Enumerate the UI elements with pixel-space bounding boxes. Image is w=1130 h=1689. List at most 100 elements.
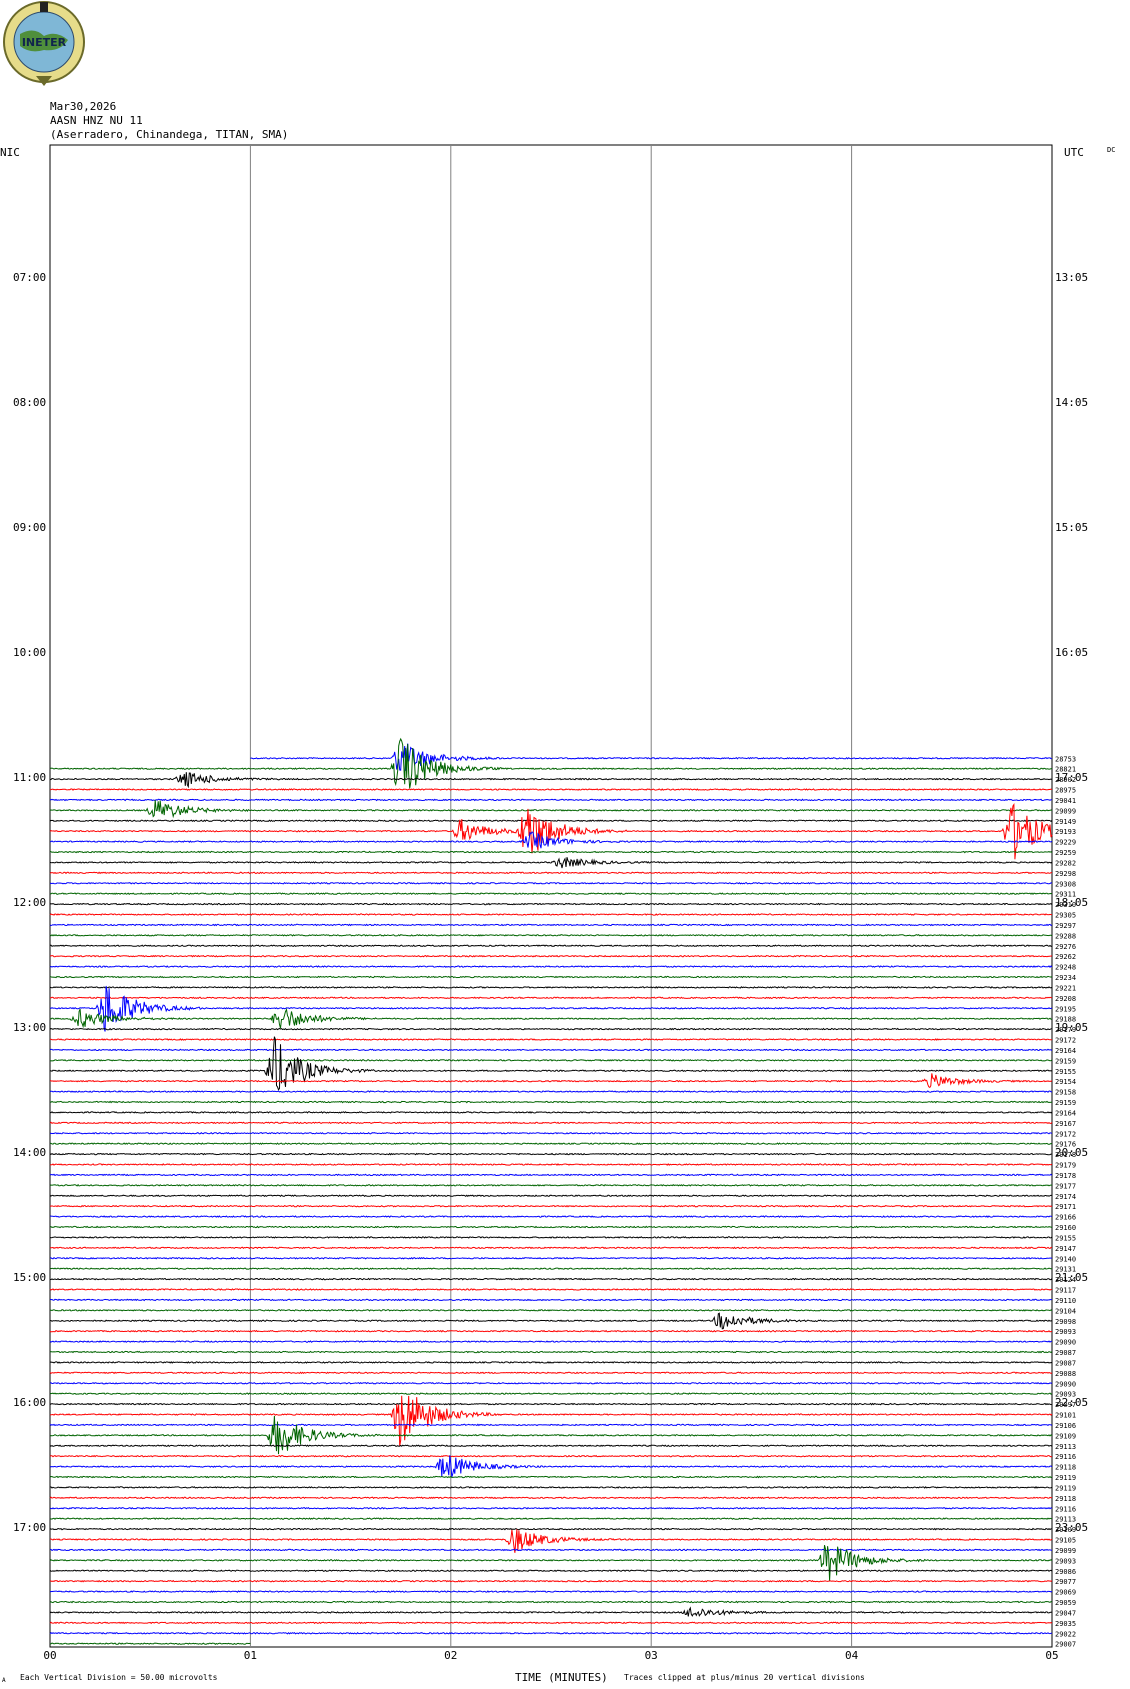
right-time-label: 16:05 bbox=[1055, 646, 1088, 659]
trace-count-label: 28902 bbox=[1055, 776, 1076, 784]
trace-count-label: 29155 bbox=[1055, 1234, 1076, 1242]
trace-count-label: 29119 bbox=[1055, 1474, 1076, 1482]
trace-count-label: 29106 bbox=[1055, 1422, 1076, 1430]
seismic-trace bbox=[49, 1111, 1053, 1114]
seismic-trace bbox=[49, 871, 1052, 875]
seismic-trace bbox=[49, 1173, 1053, 1177]
trace-count-label: 28753 bbox=[1055, 755, 1076, 763]
seismic-trace bbox=[49, 965, 1053, 968]
seismic-trace bbox=[49, 1517, 1052, 1521]
trace-count-label: 29171 bbox=[1055, 1203, 1076, 1211]
seismic-trace bbox=[49, 1036, 1053, 1091]
trace-count-label: 29310 bbox=[1055, 901, 1076, 909]
left-time-label: 10:00 bbox=[13, 646, 46, 659]
trace-count-label: 29090 bbox=[1055, 1380, 1076, 1388]
seismic-trace bbox=[49, 788, 1053, 791]
trace-count-label: 29147 bbox=[1055, 1245, 1076, 1253]
seismic-trace bbox=[49, 1506, 1053, 1510]
trace-count-label: 29116 bbox=[1055, 1453, 1076, 1461]
right-timezone: UTC bbox=[1064, 146, 1084, 159]
trace-count-label: 29172 bbox=[1055, 1130, 1076, 1138]
x-tick-label: 02 bbox=[444, 1649, 457, 1662]
seismic-trace bbox=[49, 1215, 1053, 1218]
seismic-trace bbox=[49, 1236, 1053, 1239]
seismic-trace bbox=[49, 1548, 1053, 1552]
trace-count-label: 29167 bbox=[1055, 1120, 1076, 1128]
trace-count-label: 29164 bbox=[1055, 1109, 1076, 1117]
trace-count-label: 29118 bbox=[1055, 1464, 1076, 1472]
left-time-label: 09:00 bbox=[13, 521, 46, 534]
seismic-trace bbox=[49, 1090, 1053, 1093]
trace-count-label: 28975 bbox=[1055, 787, 1076, 795]
trace-count-label: 29305 bbox=[1055, 912, 1076, 920]
seismic-trace bbox=[49, 923, 1053, 927]
trace-count-label: 29116 bbox=[1055, 1505, 1076, 1513]
plot-border bbox=[49, 144, 1053, 1648]
left-time-label: 12:00 bbox=[13, 896, 46, 909]
seismic-trace bbox=[49, 986, 1053, 989]
seismic-trace bbox=[49, 1415, 1053, 1455]
seismic-trace bbox=[49, 1350, 1053, 1354]
right-time-label: 17:05 bbox=[1055, 771, 1088, 784]
seismic-trace bbox=[49, 975, 1053, 979]
plot-station: AASN HNZ NU 11 bbox=[50, 114, 143, 127]
trace-count-label: 29104 bbox=[1055, 1307, 1076, 1315]
trace-count-label: 29259 bbox=[1055, 849, 1076, 857]
right-time-label: 13:05 bbox=[1055, 271, 1088, 284]
scale-note: Each Vertical Division = 50.00 microvolt… bbox=[20, 1673, 218, 1682]
seismic-trace bbox=[49, 772, 1053, 789]
left-timezone: NIC bbox=[0, 146, 20, 159]
seismic-trace bbox=[49, 881, 1053, 885]
seismic-trace bbox=[49, 1183, 1053, 1187]
left-time-label: 14:00 bbox=[13, 1146, 46, 1159]
trace-count-label: 29166 bbox=[1055, 1214, 1076, 1222]
dc-flag: DC bbox=[1107, 146, 1115, 154]
trace-count-label: 28821 bbox=[1055, 766, 1076, 774]
trace-count-label: 29093 bbox=[1055, 1557, 1076, 1565]
seismic-trace bbox=[49, 1402, 1053, 1406]
seismic-trace bbox=[49, 1392, 1053, 1395]
trace-count-label: 29035 bbox=[1055, 1620, 1076, 1628]
seismic-trace bbox=[49, 1340, 1053, 1343]
trace-count-label: 29282 bbox=[1055, 859, 1076, 867]
seismic-trace bbox=[49, 1444, 1053, 1448]
seismic-trace bbox=[49, 798, 1053, 802]
trace-count-label: 29097 bbox=[1055, 1401, 1076, 1409]
seismic-trace bbox=[49, 1590, 1053, 1593]
seismic-trace bbox=[49, 1048, 1053, 1052]
trace-count-label: 29077 bbox=[1055, 1578, 1076, 1586]
trace-count-label: 29117 bbox=[1055, 1287, 1076, 1295]
seismic-trace bbox=[49, 944, 1053, 948]
seismic-trace bbox=[49, 819, 1053, 823]
trace-count-label: 29022 bbox=[1055, 1630, 1076, 1638]
seismic-trace bbox=[49, 850, 1053, 854]
seismic-trace bbox=[49, 1621, 1053, 1625]
seismic-trace bbox=[49, 800, 1053, 819]
plot-labels: 00 01 02 03 04 05 07:00 13:05 08:00 14:05 09:00 15:… bbox=[0, 146, 1115, 1684]
seismic-trace bbox=[49, 1100, 1053, 1104]
seismic-trace bbox=[49, 1544, 1053, 1581]
seismic-trace bbox=[49, 934, 1053, 937]
seismic-trace bbox=[49, 737, 1053, 789]
seismic-trace bbox=[50, 1073, 1053, 1089]
seismic-trace bbox=[50, 996, 1053, 1000]
trace-count-label: 29110 bbox=[1055, 1297, 1076, 1305]
seismic-trace bbox=[49, 1246, 1053, 1250]
trace-count-label: 29172 bbox=[1055, 1037, 1076, 1045]
x-tick-label: 05 bbox=[1045, 1649, 1058, 1662]
trace-count-label: 29093 bbox=[1055, 1328, 1076, 1336]
left-time-label: 07:00 bbox=[13, 271, 46, 284]
trace-count-label: 29087 bbox=[1055, 1349, 1076, 1357]
trace-count-label: 29177 bbox=[1055, 1182, 1076, 1190]
trace-count-label: 29178 bbox=[1055, 1172, 1076, 1180]
trace-count-label: 29193 bbox=[1055, 828, 1076, 836]
x-axis-label: TIME (MINUTES) bbox=[515, 1671, 608, 1684]
seismic-trace bbox=[50, 1529, 1053, 1553]
trace-count-label: 29113 bbox=[1055, 1516, 1076, 1524]
trace-count-label: 29288 bbox=[1055, 932, 1076, 940]
left-time-label: 13:00 bbox=[13, 1021, 46, 1034]
left-time-label: 15:00 bbox=[13, 1271, 46, 1284]
seismic-trace bbox=[49, 857, 1053, 869]
trace-count-label: 29118 bbox=[1055, 1495, 1076, 1503]
